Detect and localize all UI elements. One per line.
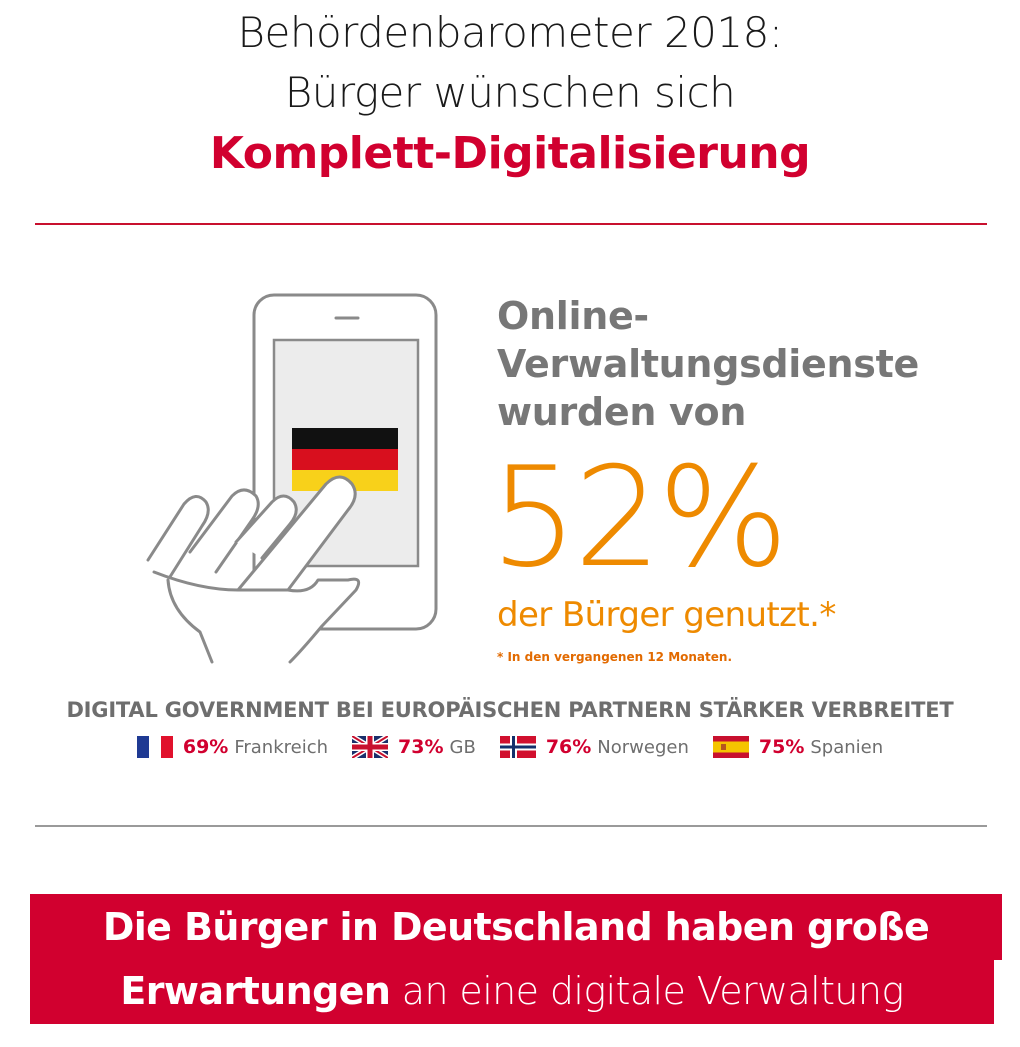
partners-heading: DIGITAL GOVERNMENT BEI EUROPÄISCHEN PART… bbox=[66, 698, 954, 722]
partner-percent: 69% bbox=[182, 736, 229, 758]
banner-line-2-bold: Erwartungen bbox=[120, 969, 391, 1013]
partner-country: Spanien bbox=[810, 736, 884, 758]
headline-line-3: wurden von bbox=[497, 390, 747, 434]
partner-country: Norwegen bbox=[597, 736, 689, 758]
partner-uk: 73% GB bbox=[352, 736, 476, 758]
title-line-1: Behördenbarometer 2018: bbox=[237, 8, 783, 57]
headline-line-1: Online- bbox=[497, 294, 649, 338]
germany-flag-icon bbox=[292, 428, 398, 491]
stat-label: der Bürger genutzt.* bbox=[497, 595, 836, 635]
partners-row: 69% Frankreich 73% GB 76% Norwegen bbox=[0, 736, 1020, 758]
banner-line-1: Die Bürger in Deutschland haben große bbox=[102, 905, 930, 949]
france-flag-icon bbox=[136, 736, 173, 758]
headline-line-2: Verwaltungsdienste bbox=[497, 342, 919, 386]
smartphone-illustration bbox=[146, 293, 438, 664]
top-divider bbox=[35, 223, 987, 225]
partner-country: Frankreich bbox=[234, 736, 329, 758]
partner-percent: 73% bbox=[398, 736, 444, 758]
bottom-divider bbox=[35, 825, 987, 827]
banner-background-1 bbox=[30, 894, 1002, 960]
partner-percent: 75% bbox=[758, 736, 805, 758]
banner-line-2: Erwartungen an eine digitale Verwaltung bbox=[30, 958, 994, 1024]
stat-value: 52% bbox=[490, 437, 789, 598]
partner-spain: 75% Spanien bbox=[712, 736, 884, 758]
banner-line-2-light: an eine digitale Verwaltung bbox=[401, 969, 904, 1013]
spain-flag-icon bbox=[712, 736, 749, 758]
banner-background-2 bbox=[30, 958, 994, 1024]
partner-norway: 76% Norwegen bbox=[499, 736, 689, 758]
uk-flag-icon bbox=[352, 736, 389, 758]
title-highlight: Komplett-Digitalisierung bbox=[209, 128, 811, 179]
norway-flag-icon bbox=[499, 736, 536, 758]
title-line-2: Bürger wünschen sich bbox=[284, 68, 736, 117]
partner-france: 69% Frankreich bbox=[136, 736, 329, 758]
hand-tapping-smartphone-icon bbox=[140, 290, 450, 670]
headline: Online- Verwaltungsdienste wurden von bbox=[497, 292, 977, 436]
partner-percent: 76% bbox=[545, 736, 592, 758]
stat-footnote: * In den vergangenen 12 Monaten. bbox=[497, 650, 733, 664]
partner-country: GB bbox=[449, 736, 476, 758]
